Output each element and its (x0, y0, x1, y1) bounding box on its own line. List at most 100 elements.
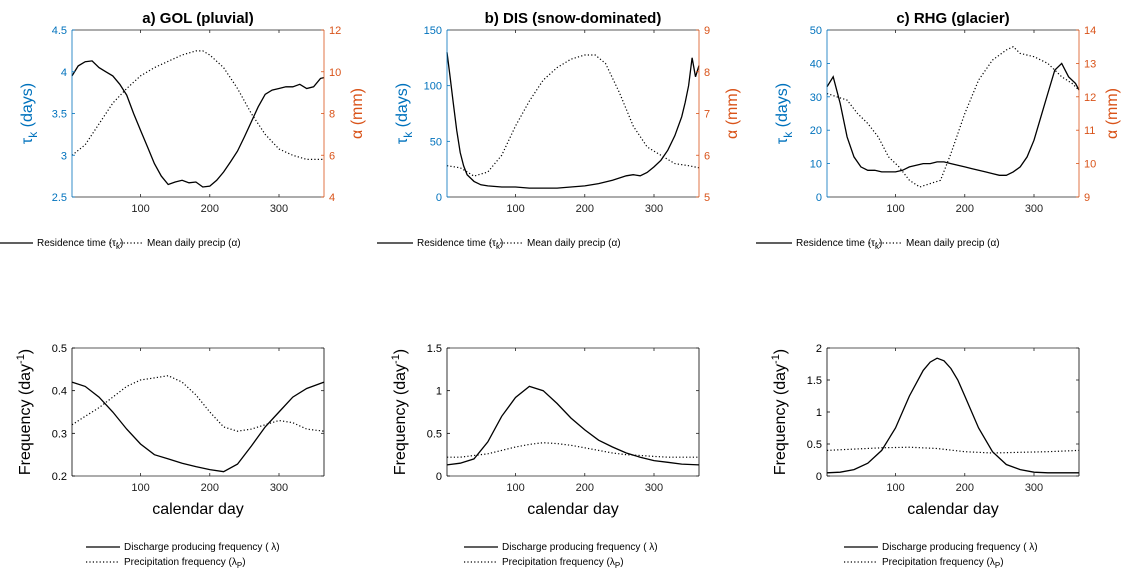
y-axis-label: Frequency (day-1) (390, 349, 409, 475)
y-tick-label: 0.5 (52, 343, 67, 355)
y-axis-label: τk (days) (774, 83, 795, 144)
y-tick-label: 0.3 (52, 428, 67, 440)
y-right-tick-label: 12 (1084, 92, 1096, 104)
legend-label: Precipitation frequency (λP) (882, 557, 1004, 570)
y-tick-label: 100 (424, 81, 442, 93)
y-tick-label: 3.5 (52, 109, 67, 121)
y-tick-label: 0 (816, 192, 822, 204)
x-tick-label: 100 (506, 482, 524, 494)
series-line-solid (446, 385, 700, 466)
legend-label: Residence time (τk) (37, 238, 123, 251)
y-right-tick-label: 8 (329, 109, 335, 121)
chart-panel-b-bottom: 100 200 300 0 0.5 1 1.5 Frequency (day-1) calend… (390, 343, 700, 518)
legend-label: Discharge producing frequency ( λ) (882, 542, 1038, 553)
x-tick-label: 100 (886, 203, 904, 215)
y-right-tick-label: 9 (704, 25, 710, 37)
y-right-tick-label: 11 (1084, 125, 1095, 137)
series-line-solid (826, 62, 1080, 176)
y-right-tick-label: 10 (329, 67, 341, 79)
y-tick-label: 0 (436, 192, 442, 204)
y-tick-label: 40 (810, 58, 822, 70)
y-tick-label: 0.5 (807, 439, 822, 451)
y-right-tick-label: 9 (1084, 192, 1090, 204)
x-tick-label: 100 (131, 203, 149, 215)
legend-label: Discharge producing frequency ( λ) (502, 542, 658, 553)
x-tick-label: 300 (270, 203, 288, 215)
series-line-solid (71, 60, 325, 188)
x-tick-label: 300 (645, 482, 663, 494)
x-tick-label: 200 (576, 482, 594, 494)
y-tick-label: 3 (61, 150, 67, 162)
chart-panel-c-top: 100 200 300 0 10 20 30 40 50 9 10 11 12 13 14 c) RHG (g… (774, 10, 1121, 215)
y-tick-label: 2.5 (52, 192, 67, 204)
legend-top-1: Residence time (τk) Mean daily precip (α) (377, 238, 621, 251)
x-axis-label: calendar day (152, 501, 244, 518)
y-tick-label: 0 (816, 471, 822, 483)
series-line-solid (826, 357, 1079, 474)
y-tick-label: 50 (430, 136, 442, 148)
legend-bottom-1: Discharge producing frequency ( λ) Precip… (464, 542, 658, 570)
legend-label: Residence time (τk) (417, 238, 503, 251)
y-axis-label: τk (days) (19, 83, 40, 144)
series-line-dotted (446, 54, 700, 177)
legend-bottom-2: Discharge producing frequency ( λ) Precip… (844, 542, 1038, 570)
legend-bottom-0: Discharge producing frequency ( λ) Precip… (86, 542, 280, 570)
legend-label: Residence time (τk) (796, 238, 882, 251)
x-tick-label: 100 (506, 203, 524, 215)
y-axis-label: Frequency (day-1) (770, 349, 789, 475)
x-tick-label: 300 (270, 482, 288, 494)
y-right-tick-label: 10 (1084, 159, 1096, 171)
x-axis-label: calendar day (527, 501, 619, 518)
legend-label: Mean daily precip (α) (147, 238, 241, 249)
chart-title: c) RHG (glacier) (896, 10, 1009, 27)
legend-top-2: Residence time (τk) Mean daily precip (α) (756, 238, 1000, 251)
chart-panel-a-bottom: 100 200 300 0.2 0.3 0.4 0.5 Frequency (day-1) ca… (15, 343, 325, 518)
legend-label: Mean daily precip (α) (906, 238, 1000, 249)
y-right-tick-label: 13 (1084, 58, 1096, 70)
chart-title: a) GOL (pluvial) (142, 10, 253, 27)
y-right-tick-label: 5 (704, 192, 710, 204)
y-right-axis-label: α (mm) (1104, 88, 1121, 139)
series-line-solid (71, 381, 325, 473)
y-tick-label: 1 (816, 407, 822, 419)
legend-label: Precipitation frequency (λP) (502, 557, 624, 570)
y-tick-label: 0.5 (427, 428, 442, 440)
series-line-dotted (71, 50, 324, 160)
y-tick-label: 0.2 (52, 471, 67, 483)
y-right-tick-label: 12 (329, 25, 341, 37)
y-right-axis-label: α (mm) (349, 88, 366, 139)
y-right-tick-label: 4 (329, 192, 335, 204)
x-tick-label: 100 (131, 482, 149, 494)
y-tick-label: 4.5 (52, 25, 67, 37)
y-right-axis-label: α (mm) (724, 88, 741, 139)
series-line-dotted (826, 45, 1080, 188)
y-tick-label: 1.5 (427, 343, 442, 355)
y-right-tick-label: 6 (329, 150, 335, 162)
y-tick-label: 1.5 (807, 375, 822, 387)
x-tick-label: 200 (956, 482, 974, 494)
legend-top-0: Residence time (τk) Mean daily precip (α) (0, 238, 241, 251)
x-tick-label: 200 (956, 203, 974, 215)
x-tick-label: 200 (201, 482, 219, 494)
y-axis-label: τk (days) (394, 83, 415, 144)
y-tick-label: 0 (436, 471, 442, 483)
series-line-solid (446, 52, 700, 189)
y-right-tick-label: 7 (704, 109, 710, 121)
x-axis-label: calendar day (907, 501, 999, 518)
y-right-tick-label: 14 (1084, 25, 1096, 37)
chart-title: b) DIS (snow-dominated) (485, 10, 662, 27)
x-tick-label: 300 (645, 203, 663, 215)
y-tick-label: 150 (424, 25, 442, 37)
y-right-tick-label: 8 (704, 67, 710, 79)
x-tick-label: 200 (576, 203, 594, 215)
x-tick-label: 300 (1025, 203, 1043, 215)
series-line-dotted (447, 442, 699, 458)
x-tick-label: 200 (201, 203, 219, 215)
y-tick-label: 2 (816, 343, 822, 355)
legend-label: Discharge producing frequency ( λ) (124, 542, 280, 553)
y-tick-label: 1 (436, 386, 442, 398)
y-axis-label: Frequency (day-1) (15, 349, 34, 475)
y-tick-label: 30 (810, 92, 822, 104)
y-tick-label: 4 (61, 67, 67, 79)
